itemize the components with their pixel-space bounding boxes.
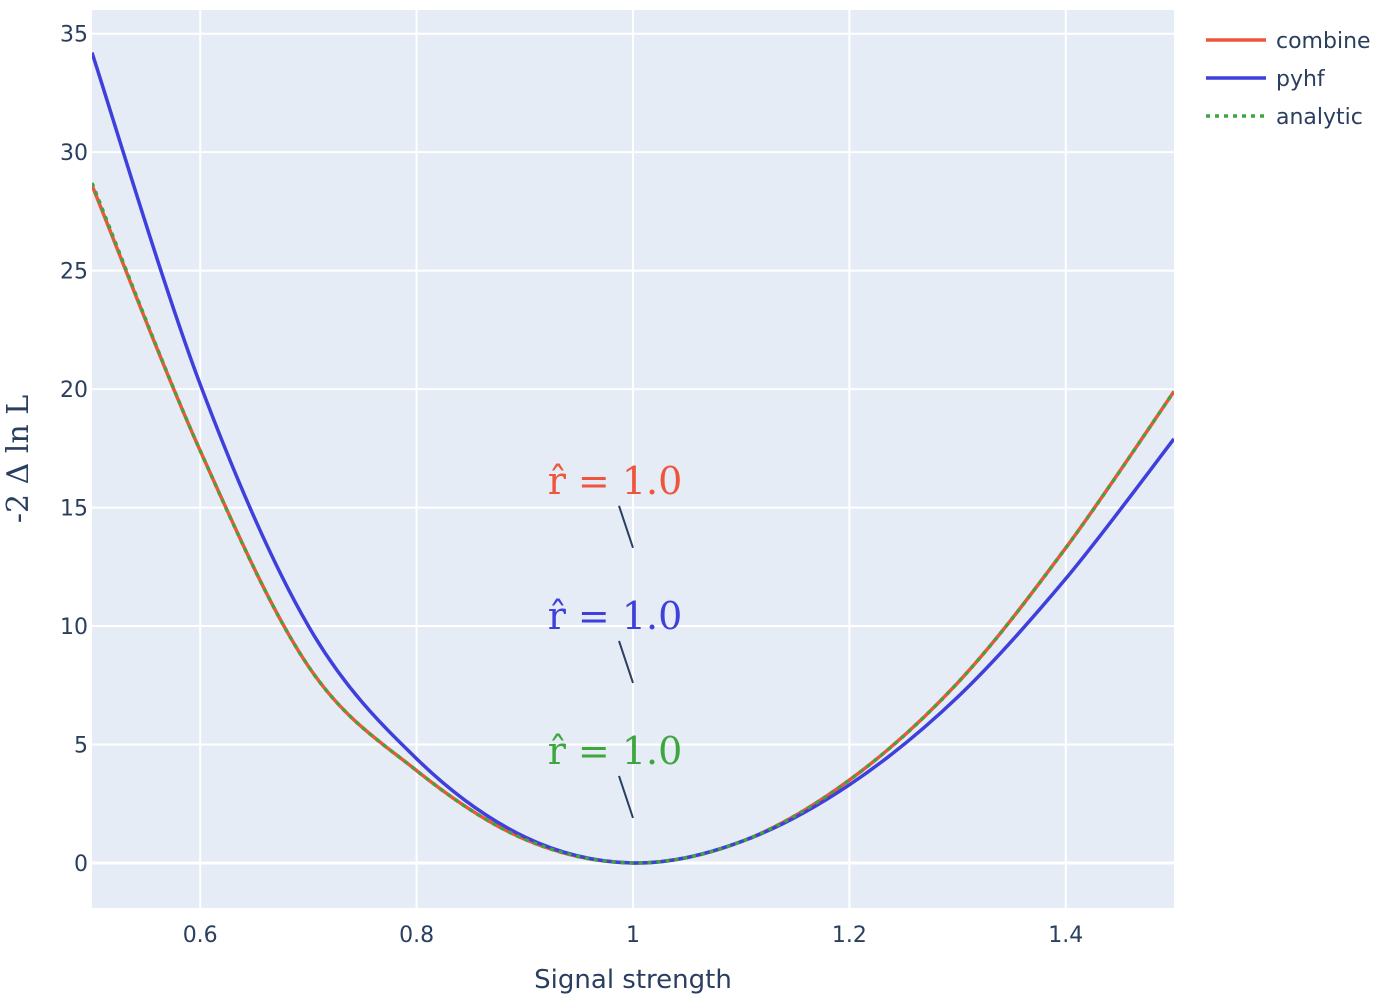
annotation-label: r̂ = 1.0 [548, 459, 683, 503]
x-axis-title: Signal strength [534, 965, 732, 995]
x-tick-label: 0.6 [183, 923, 218, 948]
y-tick-label: 15 [60, 497, 88, 522]
y-tick-label: 25 [60, 260, 88, 285]
legend-label-pyhf: pyhf [1276, 67, 1326, 92]
x-tick-label: 0.8 [399, 923, 434, 948]
annotation-arrow [618, 640, 634, 684]
x-tick-label: 1.2 [832, 923, 867, 948]
legend-label-combine: combine [1276, 29, 1371, 54]
y-tick-label: 5 [74, 734, 88, 759]
annotation-layer: r̂ = 1.0 r̂ = 1.0 r̂ = 1.0 [548, 459, 683, 819]
y-tick-label: 10 [60, 615, 88, 640]
x-axis-ticks: 0.6 0.8 1 1.2 1.4 [183, 923, 1084, 948]
x-tick-label: 1.4 [1048, 923, 1083, 948]
y-tick-label: 0 [74, 852, 88, 877]
y-axis-ticks: 0 5 10 15 20 25 30 35 [60, 23, 88, 877]
annotation-label: r̂ = 1.0 [548, 594, 683, 638]
annotation-arrow [618, 505, 634, 549]
y-axis-title: -2 Δ ln L [1, 395, 36, 523]
legend-label-analytic: analytic [1276, 105, 1363, 130]
series-line-analytic [92, 182, 1174, 865]
grid-lines [92, 10, 1174, 908]
y-tick-label: 30 [60, 141, 88, 166]
legend[interactable]: combine pyhf analytic [1206, 29, 1371, 130]
x-tick-label: 1 [626, 923, 640, 948]
y-tick-label: 35 [60, 23, 88, 48]
annotation-label: r̂ = 1.0 [548, 729, 683, 773]
series-layer [92, 52, 1174, 865]
y-tick-label: 20 [60, 378, 88, 403]
annotation-arrow [618, 775, 634, 819]
